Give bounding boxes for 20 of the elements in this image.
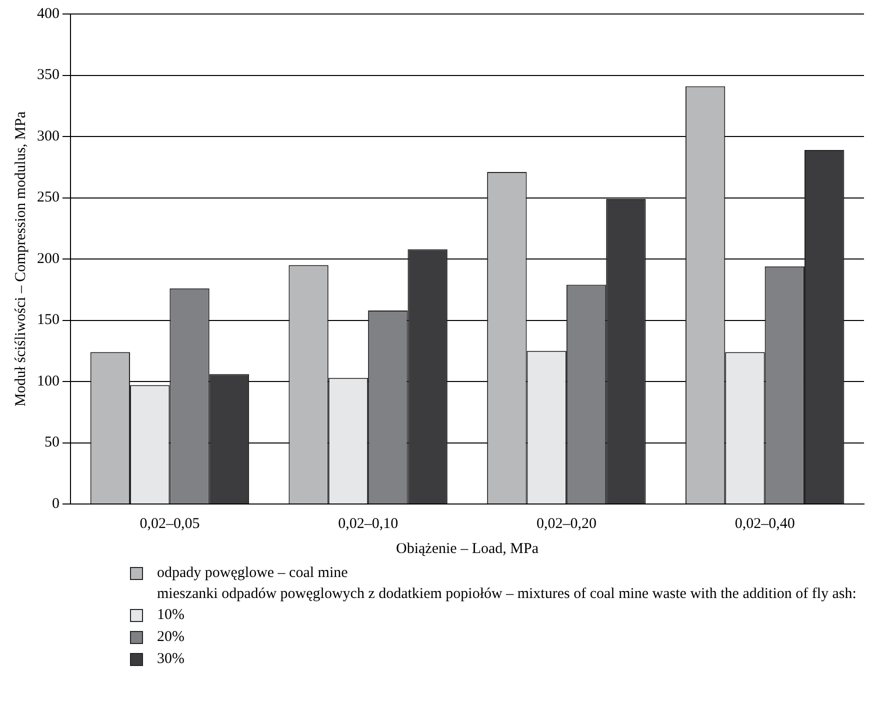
y-tick-label: 250 [37, 190, 60, 206]
legend-label: 30% [157, 650, 184, 669]
y-axis-title: Moduł ściśliwości – Compression modulus, MPa [12, 111, 29, 407]
y-tick-label: 150 [37, 312, 60, 328]
x-tick-label: 0,02–0,40 [734, 516, 795, 532]
y-tick-label: 350 [37, 67, 60, 84]
legend-label: odpady powęglowe – coal mine [157, 564, 348, 583]
y-tick-label: 300 [37, 128, 60, 144]
y-tick-label: 0 [52, 496, 60, 512]
y-tick-label: 50 [44, 434, 60, 451]
x-tick-label: 0,02–0,05 [140, 516, 200, 532]
y-tick-label: 100 [37, 373, 60, 390]
x-tick-label: 0,02–0,20 [536, 516, 596, 532]
x-axis-title: Obiążenie – Load, MPa [396, 540, 539, 557]
x-tick-label: 0,02–0,10 [338, 516, 398, 532]
y-tick-label: 200 [37, 250, 60, 267]
legend-label: 20% [157, 628, 184, 647]
y-tick-label: 400 [37, 6, 60, 22]
legend-title: mieszanki odpadów powęglowych z dodatkiem popiołów – mixtures of coal mine waste with the addition of fly ash: [157, 585, 858, 604]
legend-label: 10% [157, 606, 184, 625]
